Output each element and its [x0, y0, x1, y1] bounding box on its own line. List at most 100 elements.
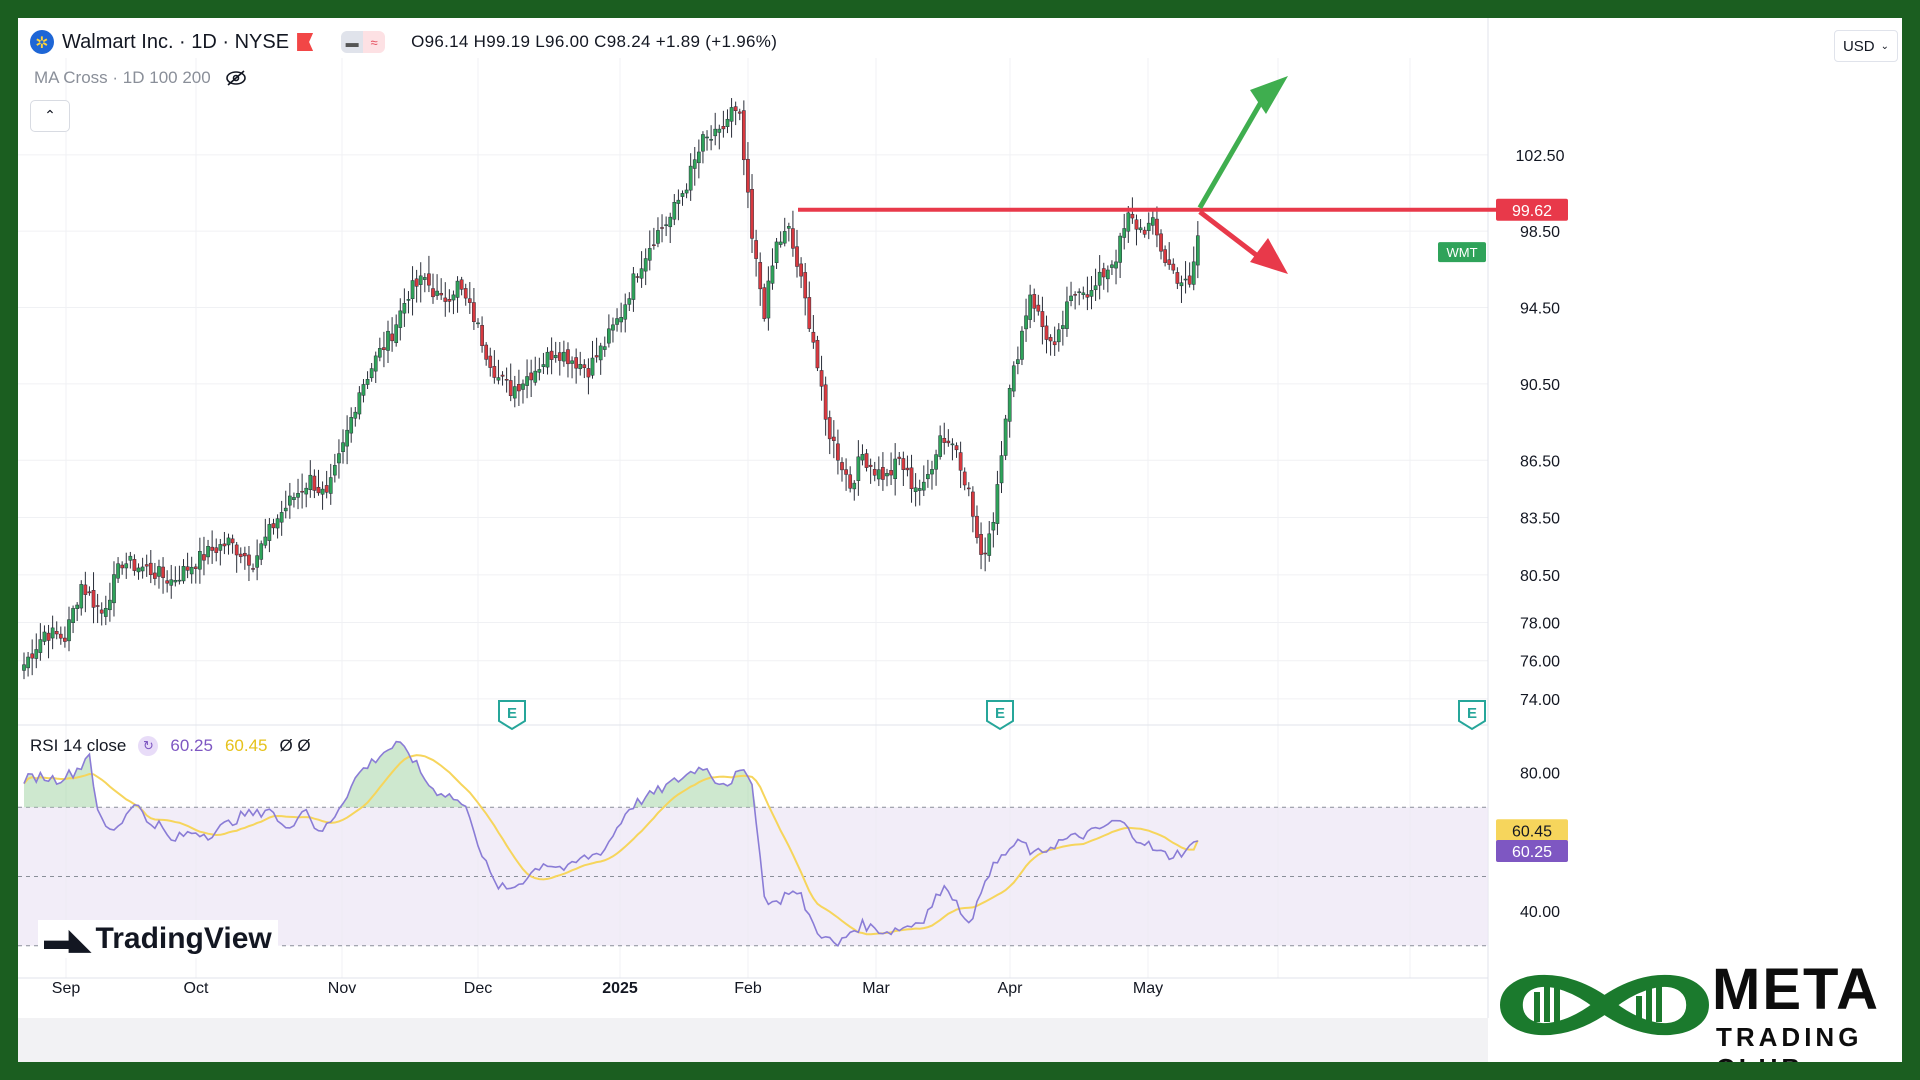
candle-body [954, 445, 959, 451]
axes: 102.50 98.50 94.50 90.50 86.50 83.50 80.50 78.0… [52, 148, 1568, 997]
flag-icon[interactable] [297, 33, 314, 51]
candle-body [1106, 269, 1110, 280]
symbol-title[interactable]: Walmart Inc. · 1D · NYSE [62, 30, 290, 53]
candle-body [210, 546, 214, 551]
candle-body [153, 572, 157, 579]
candle-body [406, 299, 411, 301]
candle-body [975, 515, 979, 538]
candle-body [238, 553, 243, 557]
candle-body [71, 608, 75, 623]
candle-body [1089, 290, 1094, 297]
candle-body [647, 248, 652, 261]
candle-body [173, 580, 178, 583]
candle-body [26, 656, 30, 669]
earnings-marker [1458, 700, 1486, 731]
candle-body [1003, 418, 1008, 456]
candle-body [999, 455, 1004, 484]
candle-body [1077, 291, 1082, 293]
candle-body [288, 495, 292, 506]
candle-body [562, 351, 566, 362]
candle-body [83, 584, 88, 595]
candle-body [63, 637, 67, 642]
candle-body [697, 151, 701, 164]
candle-body [443, 297, 448, 302]
candle-body [38, 639, 43, 653]
candle-body [746, 158, 750, 193]
candle-body [971, 491, 975, 517]
candle-body [958, 452, 963, 471]
symbol-tag-label: WMT [1446, 245, 1477, 260]
candle-body [108, 599, 112, 611]
candle-body [1163, 249, 1167, 263]
candle-body [75, 604, 80, 609]
candle-body [230, 538, 235, 544]
candle-body [377, 348, 382, 358]
candle-body [218, 544, 223, 551]
resistance-price-tag [1496, 198, 1568, 221]
earnings-marker-label: E [1467, 705, 1477, 722]
collapse-legend-button[interactable]: ⌃ [30, 100, 70, 132]
candle-body [427, 273, 431, 286]
candle-body [921, 481, 926, 491]
candle-body [1040, 311, 1045, 328]
rsi-label[interactable]: RSI 14 close [30, 736, 127, 755]
resistance-price-label: 99.62 [1512, 203, 1552, 220]
candle-body [300, 490, 304, 493]
candle-body [815, 340, 820, 369]
candle-body [226, 537, 231, 546]
rsi-ma-value: 60.45 [224, 736, 268, 755]
candle-body [533, 370, 538, 383]
candle-body [549, 350, 554, 360]
candle-body [635, 276, 640, 278]
minus-icon[interactable]: ▬ [341, 31, 364, 53]
ma-cross-label[interactable]: MA Cross · 1D 100 200 [34, 68, 211, 87]
candle-body [373, 355, 378, 372]
candle-body [782, 231, 787, 244]
currency-selector[interactable]: USD ⌄ [1834, 30, 1898, 62]
candle-body [1142, 229, 1147, 235]
candle-body [578, 363, 583, 370]
earnings-marker [498, 700, 526, 731]
candle-body [512, 386, 517, 399]
candle-body [770, 265, 775, 284]
candle-body [365, 379, 370, 385]
candle-body [247, 554, 251, 566]
candle-body [341, 442, 345, 452]
candle-body [611, 324, 615, 331]
candle-body [897, 456, 902, 459]
candle-body [214, 547, 219, 553]
candle-body [721, 126, 726, 130]
candle-body [58, 633, 63, 639]
eye-hidden-icon[interactable] [225, 69, 247, 87]
candle-body [607, 328, 611, 344]
time-tick-label: 2025 [602, 980, 638, 997]
candle-body [913, 487, 918, 492]
candle-body [1110, 264, 1114, 268]
candle-body [876, 469, 881, 480]
candle-body [754, 240, 758, 259]
wave-icon[interactable]: ≈ [363, 31, 386, 53]
candle-body [1155, 218, 1159, 236]
candle-body [639, 268, 644, 279]
meta-subtitle: TRADING CLUB [1716, 1022, 1863, 1062]
candle-body [737, 111, 742, 114]
candle-body [1069, 295, 1073, 301]
walmart-spark-icon: ✲ [30, 30, 54, 54]
time-tick-label: May [1133, 980, 1163, 997]
candle-body [517, 384, 521, 392]
refresh-icon[interactable]: ↻ [138, 736, 159, 756]
chart-mode-toggle[interactable]: ▬ ≈ [341, 31, 386, 53]
time-tick-label: Feb [734, 980, 762, 997]
candle-body [926, 474, 930, 480]
candle-body [893, 458, 898, 479]
candle-body [1007, 388, 1012, 422]
candle-body [762, 287, 767, 319]
candle-body [157, 566, 161, 577]
candle-body [741, 110, 746, 161]
candle-body [848, 474, 853, 489]
candle-body [901, 458, 906, 470]
candle-body [786, 226, 791, 229]
rsi-value-tag-label: 60.25 [1512, 844, 1552, 861]
candle-body [328, 477, 333, 494]
candle-body [120, 564, 125, 569]
